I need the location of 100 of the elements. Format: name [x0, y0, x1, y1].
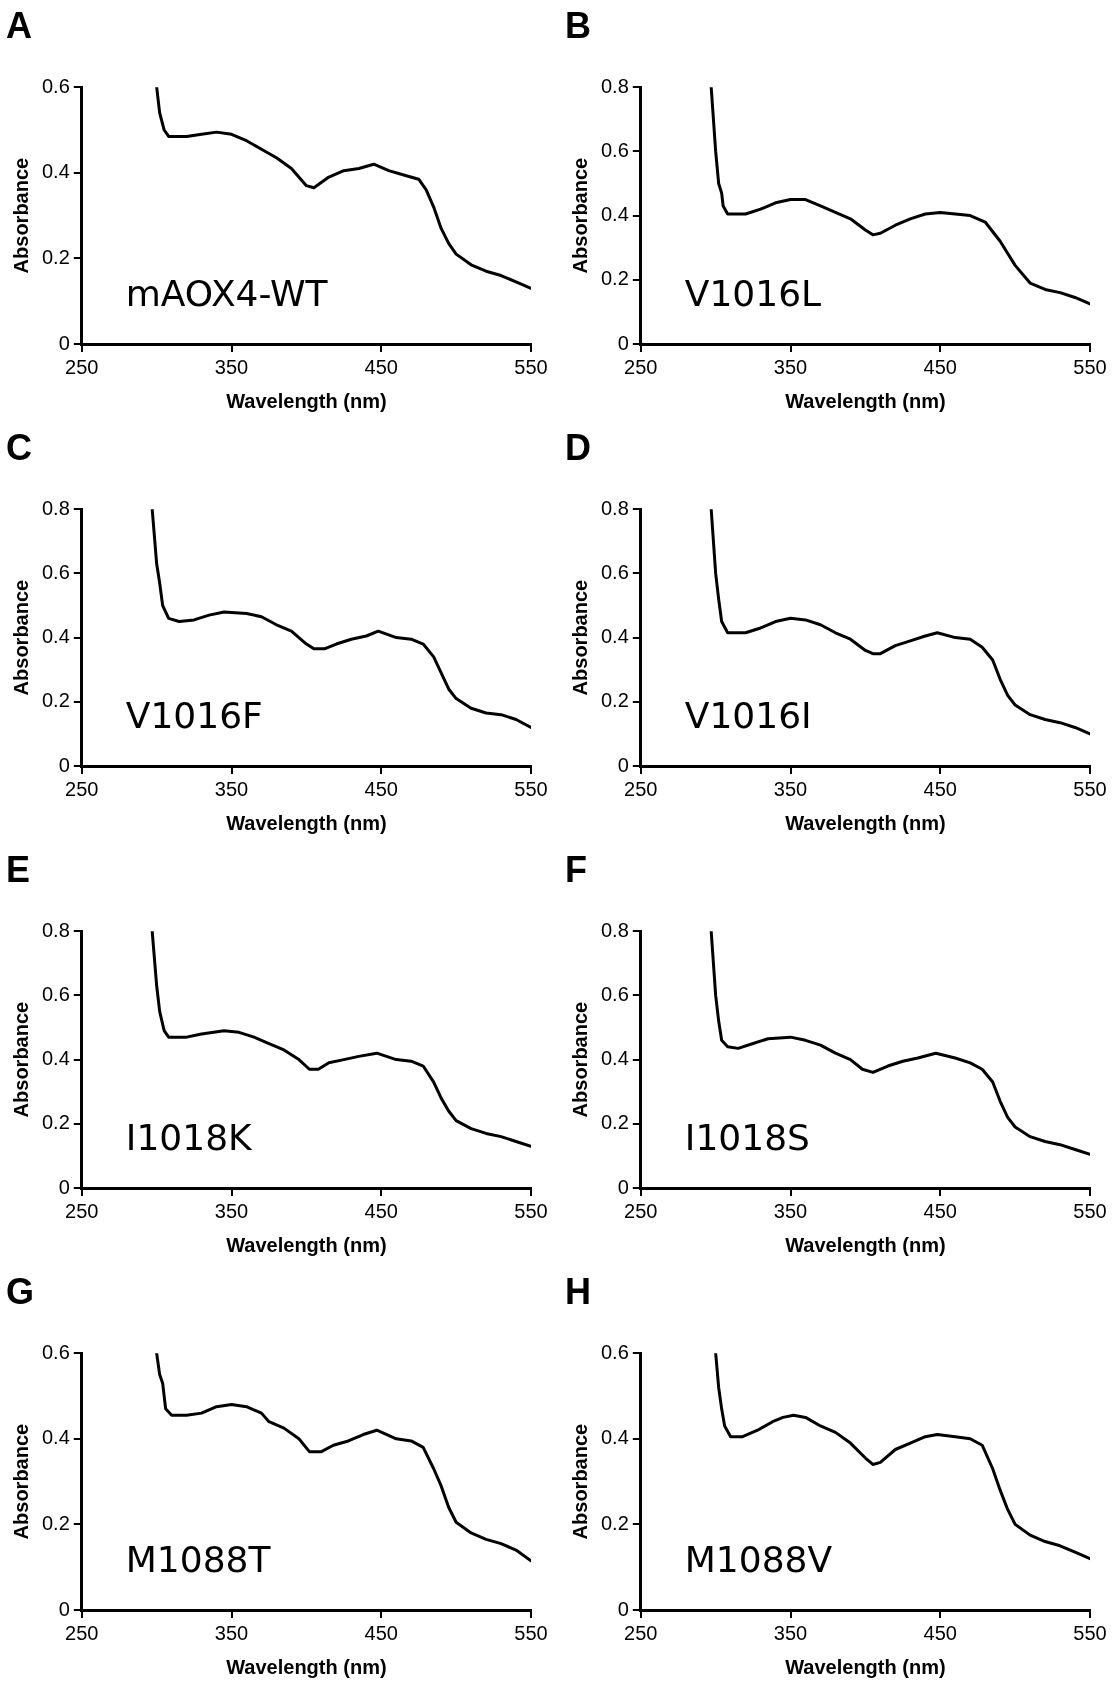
x-tick-label: 350 [214, 777, 249, 800]
x-tick-label: 350 [214, 1621, 249, 1644]
y-tick-label: 0.6 [41, 74, 70, 97]
x-tick-label: 250 [624, 777, 658, 800]
annotation: V1016L [684, 273, 822, 314]
x-axis-title: Wavelength (nm) [785, 1655, 946, 1678]
x-tick-label: 350 [214, 1199, 249, 1222]
x-axis-title: Wavelength (nm) [226, 1233, 387, 1256]
y-axis-title: Absorbance [9, 579, 32, 696]
x-tick-label: 550 [514, 355, 548, 378]
x-tick-label: 450 [923, 1621, 957, 1644]
y-axis-title: Absorbance [9, 1001, 32, 1118]
x-tick-label: 350 [773, 1621, 808, 1644]
x-tick-label: 350 [773, 777, 808, 800]
y-tick-label: 0.8 [600, 496, 629, 519]
y-tick-label: 0.6 [41, 560, 70, 583]
x-tick-label: 250 [65, 1621, 99, 1644]
y-axis-title: Absorbance [9, 1423, 32, 1540]
x-axis-title: Wavelength (nm) [226, 1655, 387, 1678]
x-tick-label: 550 [514, 777, 548, 800]
x-tick-label: 350 [214, 355, 249, 378]
y-axis-title: Absorbance [568, 1423, 591, 1540]
y-tick-label: 0 [617, 331, 629, 354]
chart-title: D [565, 426, 591, 468]
y-tick-label: 0.6 [600, 560, 629, 583]
x-tick-label: 250 [65, 1199, 99, 1222]
y-tick-label: 0.4 [41, 160, 70, 183]
x-tick-label: 550 [1073, 355, 1107, 378]
y-tick-label: 0.4 [600, 625, 629, 648]
annotation: V1016I [684, 695, 812, 736]
y-tick-label: 0 [617, 753, 629, 776]
x-axis-title: Wavelength (nm) [785, 389, 946, 412]
x-tick-label: 250 [65, 777, 99, 800]
y-tick-label: 0.8 [41, 918, 70, 941]
y-tick-label: 0.8 [600, 74, 629, 97]
y-axis-title: Absorbance [9, 157, 32, 274]
annotation: M1088V [684, 1539, 833, 1580]
x-tick-label: 450 [364, 1199, 398, 1222]
chart-title: B [565, 4, 591, 46]
x-axis-title: Wavelength (nm) [226, 389, 387, 412]
x-tick-label: 250 [624, 1199, 658, 1222]
y-tick-label: 0.6 [600, 138, 629, 161]
x-tick-label: 450 [923, 355, 957, 378]
y-tick-label: 0.2 [600, 267, 629, 290]
y-tick-label: 0.8 [600, 918, 629, 941]
x-tick-label: 350 [773, 1199, 808, 1222]
annotation: I1018K [125, 1117, 254, 1158]
y-tick-label: 0.6 [600, 982, 629, 1005]
x-tick-label: 450 [923, 1199, 957, 1222]
y-axis-title: Absorbance [568, 1001, 591, 1118]
x-tick-label: 550 [514, 1621, 548, 1644]
y-tick-label: 0.4 [41, 1047, 70, 1070]
chart-title: G [6, 1270, 35, 1312]
x-tick-label: 450 [364, 777, 398, 800]
chart-title: A [6, 4, 32, 46]
x-tick-label: 450 [923, 777, 957, 800]
x-tick-label: 250 [65, 355, 99, 378]
x-tick-label: 450 [364, 1621, 398, 1644]
y-axis-title: Absorbance [568, 157, 591, 274]
y-tick-label: 0.2 [41, 689, 70, 712]
x-tick-label: 250 [624, 1621, 658, 1644]
annotation: V1016F [125, 695, 263, 736]
y-tick-label: 0 [617, 1597, 629, 1620]
chart-title: E [6, 848, 31, 890]
chart-title: C [6, 426, 32, 468]
y-tick-label: 0.6 [600, 1340, 629, 1363]
y-tick-label: 0.4 [41, 1426, 70, 1449]
y-tick-label: 0.4 [600, 203, 629, 226]
y-tick-label: 0.2 [41, 1511, 70, 1534]
chart-title: F [565, 848, 587, 890]
x-axis-title: Wavelength (nm) [226, 811, 387, 834]
x-tick-label: 550 [514, 1199, 548, 1222]
annotation: mAOX4-WT [125, 273, 329, 314]
y-axis-title: Absorbance [568, 579, 591, 696]
annotation: M1088T [125, 1539, 272, 1580]
x-tick-label: 250 [624, 355, 658, 378]
x-axis-title: Wavelength (nm) [785, 811, 946, 834]
chart-title: H [565, 1270, 591, 1312]
y-tick-label: 0 [617, 1175, 629, 1198]
y-tick-label: 0.2 [600, 1111, 629, 1134]
y-tick-label: 0.4 [41, 625, 70, 648]
x-tick-label: 450 [364, 355, 398, 378]
y-tick-label: 0 [58, 331, 70, 354]
y-tick-label: 0.2 [41, 1111, 70, 1134]
annotation: I1018S [684, 1117, 810, 1158]
y-tick-label: 0.8 [41, 496, 70, 519]
y-tick-label: 0 [58, 1597, 70, 1620]
y-tick-label: 0.2 [600, 689, 629, 712]
y-tick-label: 0.6 [41, 1340, 70, 1363]
y-tick-label: 0 [58, 1175, 70, 1198]
y-tick-label: 0.2 [41, 245, 70, 268]
x-tick-label: 550 [1073, 1621, 1107, 1644]
y-tick-label: 0.6 [41, 982, 70, 1005]
y-tick-label: 0.2 [600, 1511, 629, 1534]
y-tick-label: 0 [58, 753, 70, 776]
x-tick-label: 550 [1073, 1199, 1107, 1222]
x-axis-title: Wavelength (nm) [785, 1233, 946, 1256]
y-tick-label: 0.4 [600, 1426, 629, 1449]
x-tick-label: 350 [773, 355, 808, 378]
x-tick-label: 550 [1073, 777, 1107, 800]
